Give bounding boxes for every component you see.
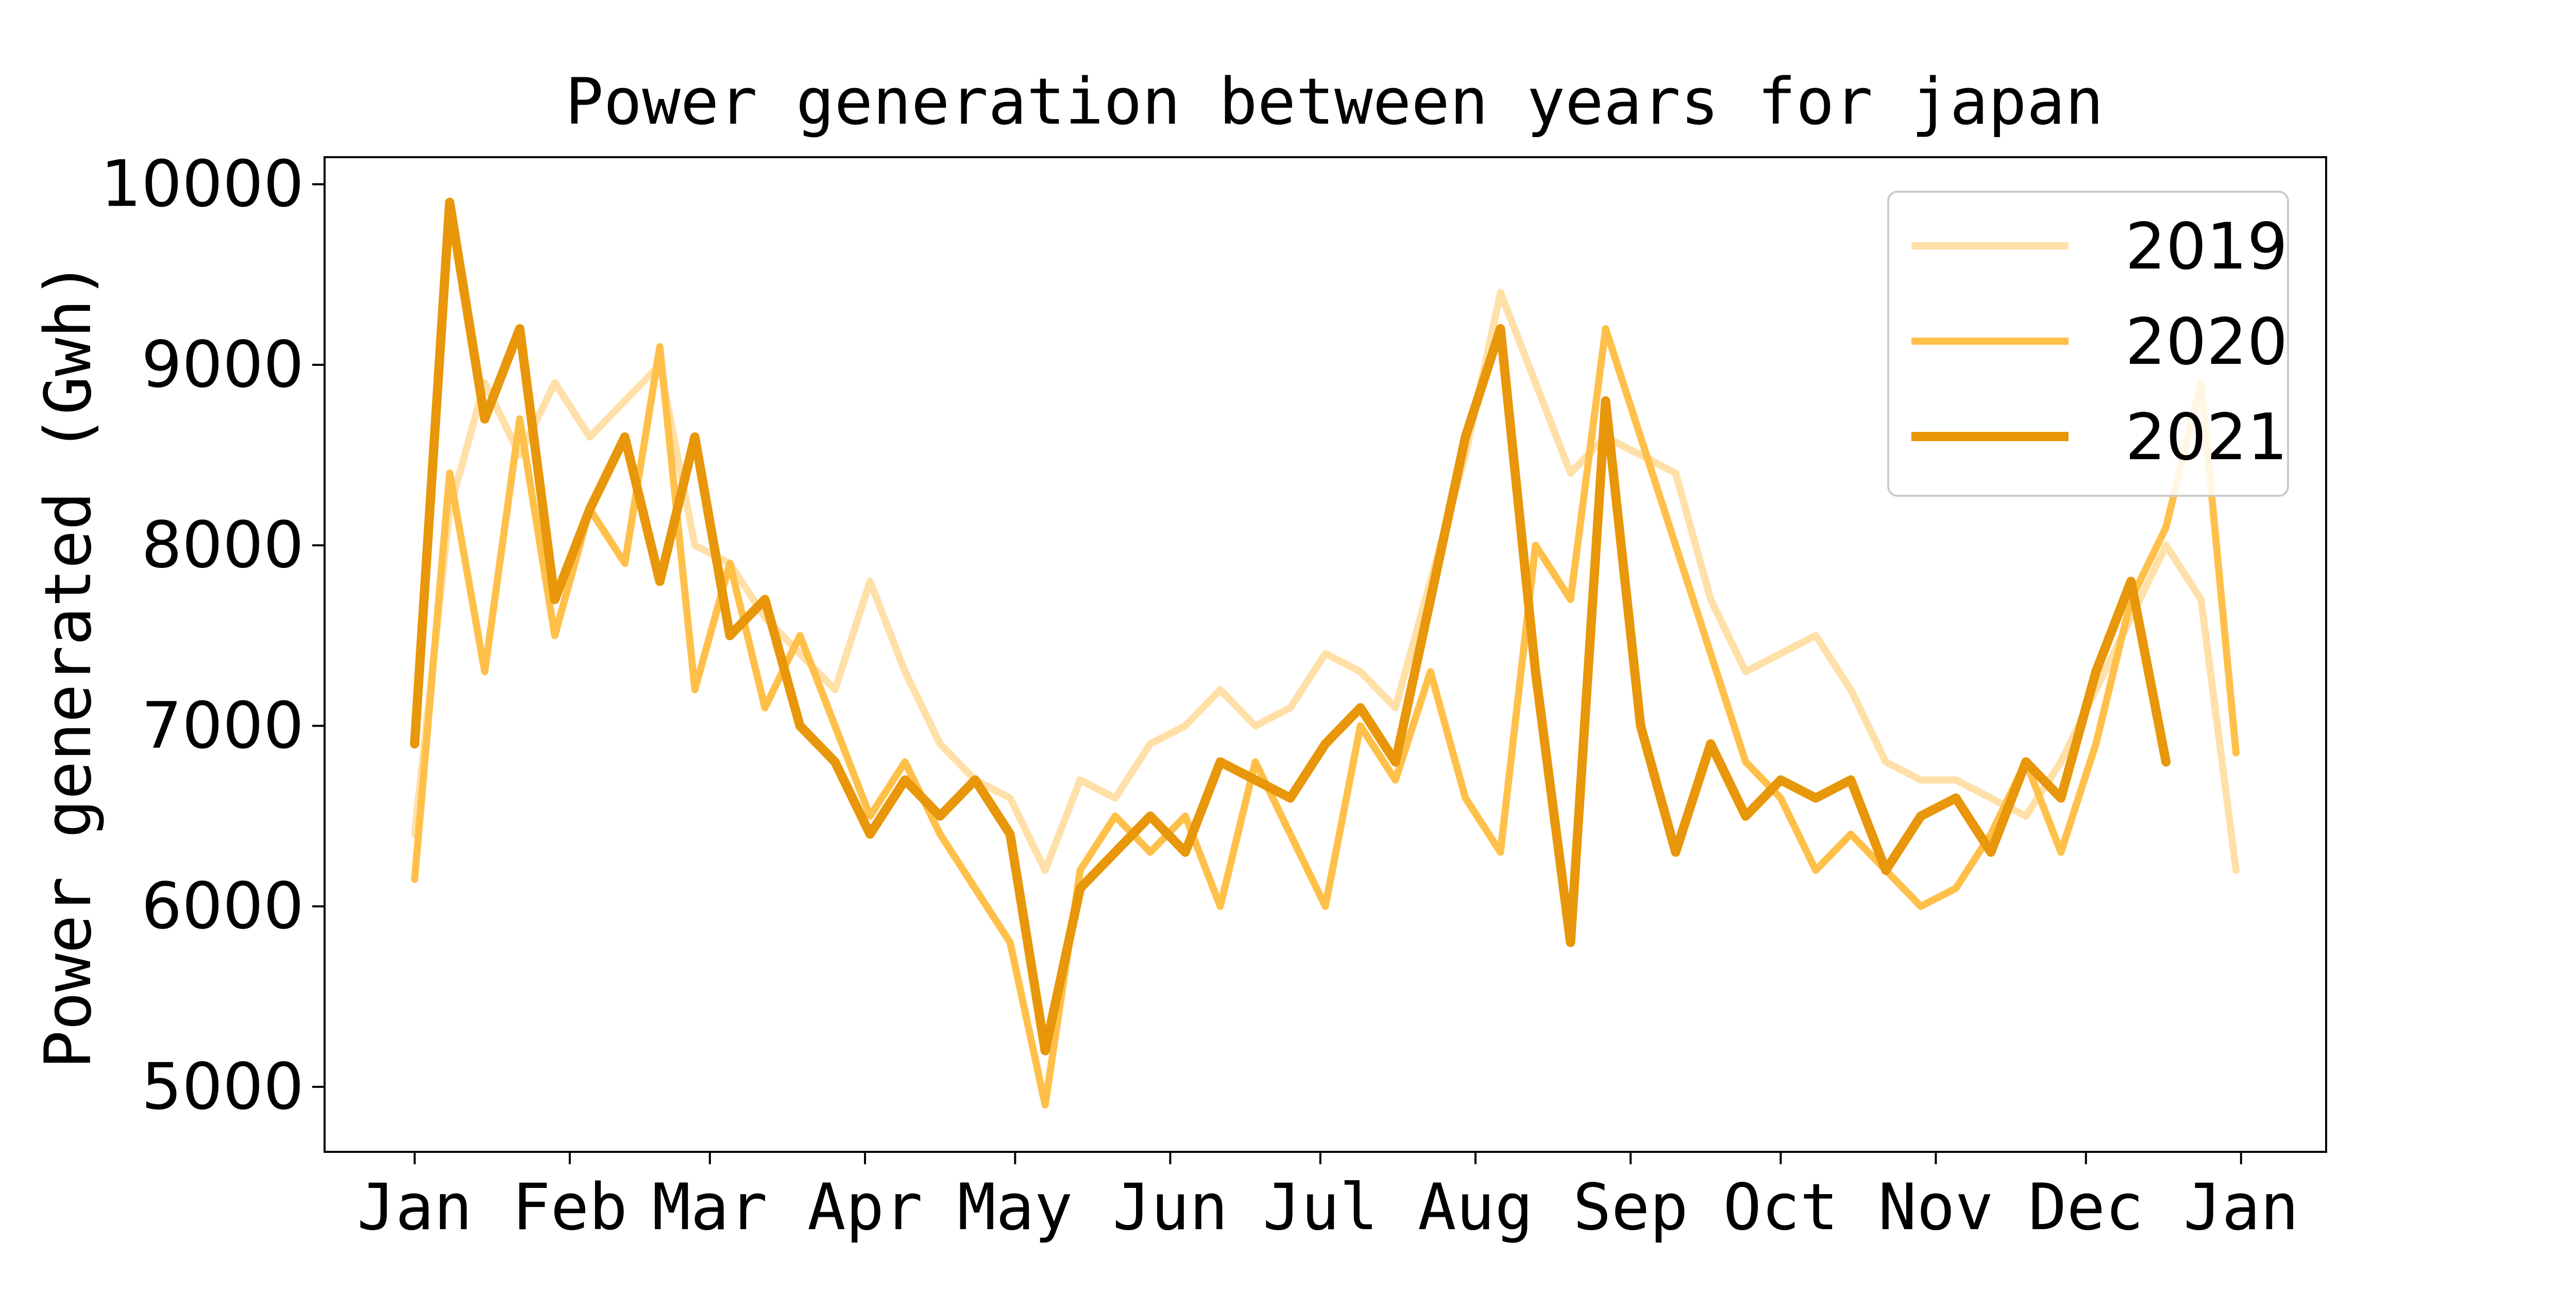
legend-items: 2019 2020 2021 — [1911, 210, 2288, 475]
legend: 2019 2020 2021 — [1887, 191, 2289, 497]
x-tick-label: Aug — [1418, 1170, 1533, 1245]
y-tick-label: 9000 — [141, 328, 304, 402]
x-tick-label: Jul — [1263, 1170, 1378, 1245]
legend-label-2021: 2021 — [2125, 400, 2288, 475]
series-line-2021 — [410, 197, 2171, 1055]
x-axis: Jan Feb Mar Apr May Jun Jul Aug Sep Oct Nov Dec Jan — [357, 1152, 2299, 1245]
y-tick-label: 8000 — [141, 508, 304, 582]
legend-box — [1887, 191, 2289, 497]
x-tick-label: Dec — [2028, 1170, 2144, 1245]
y-axis: 5000 6000 7000 8000 9000 10000 — [101, 147, 325, 1124]
x-tick-label: Jan — [357, 1170, 472, 1245]
x-tick-label: Mar — [652, 1170, 768, 1245]
x-tick-label: Jan — [2183, 1170, 2299, 1245]
x-tick-label: Sep — [1573, 1170, 1688, 1245]
plot-area-frame — [324, 156, 2327, 1153]
x-tick-label: Apr — [807, 1170, 923, 1245]
y-tick-label: 6000 — [141, 869, 304, 944]
series-line-2020 — [411, 325, 2240, 1109]
x-tick-label: Feb — [512, 1170, 628, 1245]
legend-label-2019: 2019 — [2125, 210, 2288, 284]
y-axis-label: Power generated (Gwh) — [31, 261, 106, 1069]
x-tick-label: Oct — [1723, 1170, 1838, 1245]
x-tick-label: May — [957, 1170, 1073, 1245]
x-tick-label: Nov — [1878, 1170, 1993, 1245]
series-layer — [410, 197, 2240, 1109]
legend-label-2020: 2020 — [2125, 305, 2288, 379]
y-tick-label: 7000 — [141, 689, 304, 763]
chart-title: Power generation between years for japan — [565, 65, 2104, 139]
y-tick-label: 5000 — [141, 1050, 304, 1124]
x-tick-label: Jun — [1112, 1170, 1228, 1245]
y-tick-label: 10000 — [101, 147, 304, 222]
